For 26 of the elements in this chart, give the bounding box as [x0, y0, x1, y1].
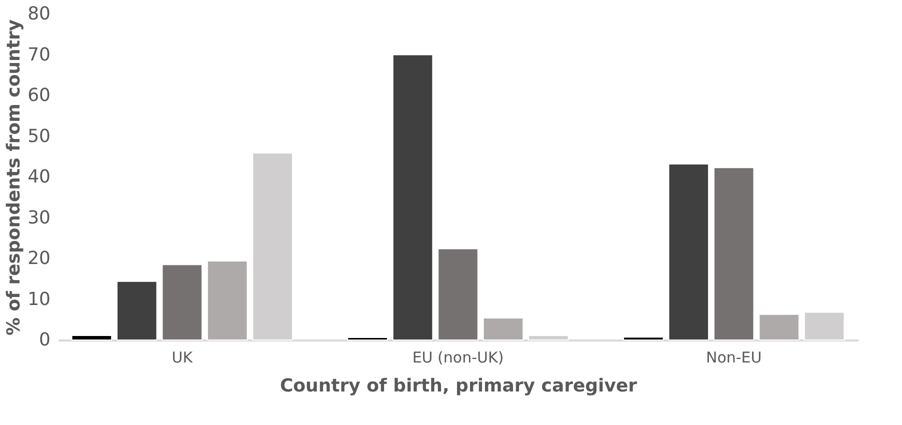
- bar: [623, 336, 664, 340]
- bar: [713, 167, 754, 340]
- bar: [162, 264, 203, 340]
- x-tick-label: UK: [172, 348, 194, 366]
- y-tick-label: 60: [28, 85, 50, 106]
- x-tick-label: EU (non-UK): [412, 348, 504, 366]
- y-tick-label: 40: [28, 166, 50, 188]
- y-tick-label: 30: [28, 207, 50, 228]
- x-axis-title: Country of birth, primary caregiver: [280, 376, 638, 396]
- y-tick-label: 80: [28, 4, 50, 24]
- y-tick-label: 70: [28, 44, 50, 66]
- bar: [116, 280, 158, 340]
- y-tick-label: 20: [28, 248, 50, 269]
- bar: [206, 260, 248, 340]
- bar: [482, 317, 524, 340]
- bar: [347, 337, 388, 340]
- y-tick-label: 0: [39, 330, 50, 350]
- y-axis-title: % of respondents from country: [4, 19, 25, 336]
- y-tick-label: 10: [28, 288, 50, 310]
- y-tick-label: 50: [28, 126, 50, 147]
- bar: [758, 314, 800, 340]
- bar: [392, 54, 434, 340]
- bar: [668, 163, 710, 340]
- x-tick-label: Non-EU: [706, 348, 762, 366]
- bar: [438, 248, 478, 340]
- bar: [71, 335, 112, 340]
